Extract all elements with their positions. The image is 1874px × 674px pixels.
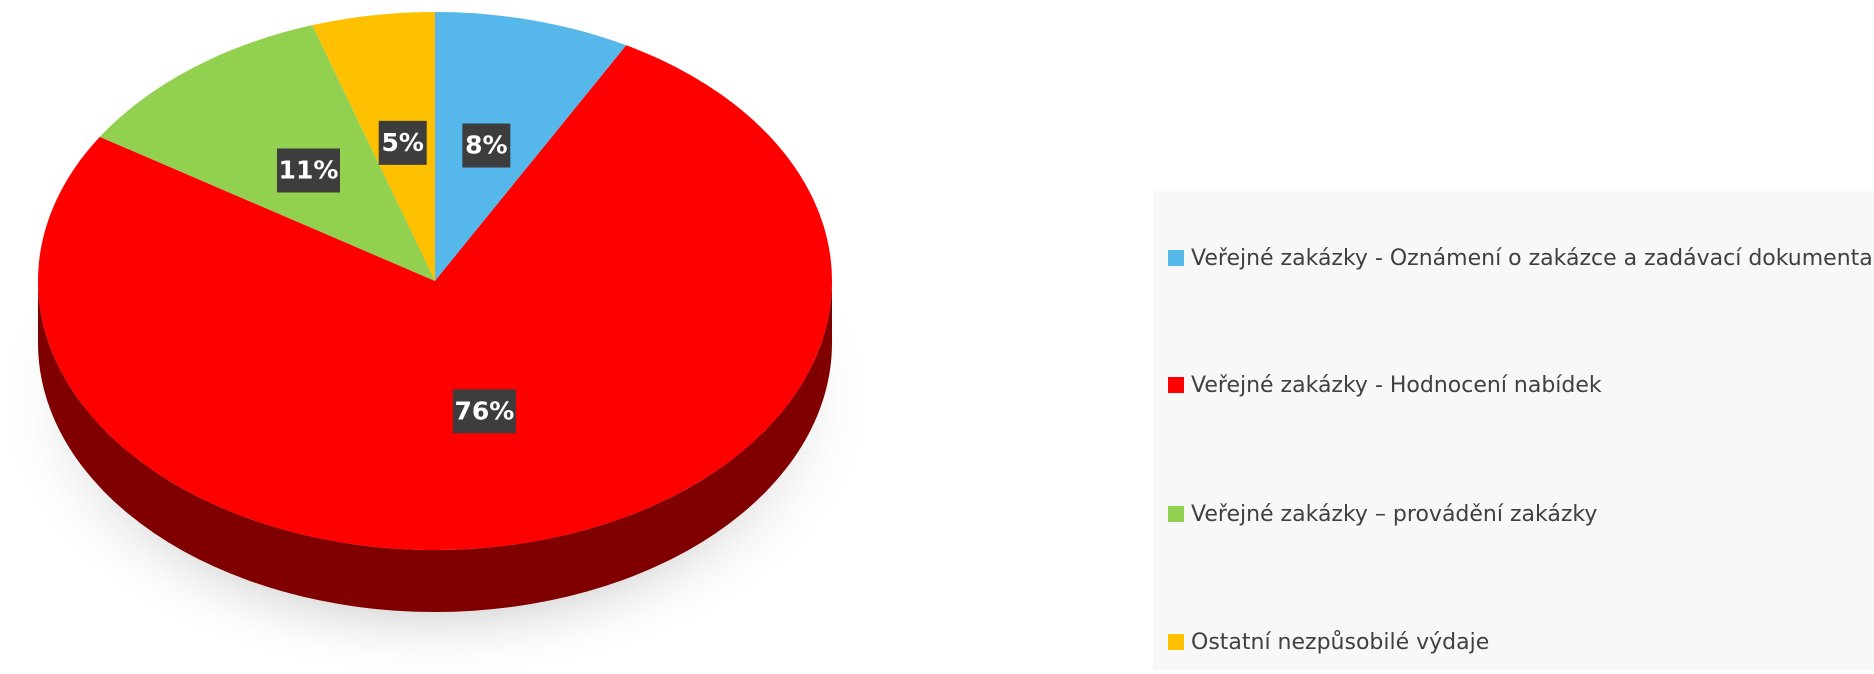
- data-label: 8%: [465, 131, 507, 160]
- pie-slice: [435, 12, 627, 281]
- data-label-box: [462, 123, 511, 168]
- pie-slice: [99, 25, 435, 281]
- data-label-box: [378, 120, 427, 165]
- data-label: 11%: [279, 155, 339, 184]
- legend-swatch: [1168, 634, 1184, 650]
- legend-label: Veřejné zakázky - Oznámení o zakázce a z…: [1191, 246, 1874, 271]
- pie-slice: [38, 45, 833, 551]
- legend-swatch: [1168, 377, 1184, 393]
- legend-swatch: [1168, 250, 1184, 266]
- data-label-box: [276, 148, 340, 193]
- data-label-box: [452, 389, 516, 434]
- legend-label: Veřejné zakázky – provádění zakázky: [1191, 502, 1597, 527]
- legend-box: [1153, 191, 1874, 670]
- legend-label: Veřejné zakázky - Hodnocení nabídek: [1191, 373, 1602, 398]
- data-label: 76%: [454, 396, 514, 425]
- legend-label: Ostatní nezpůsobilé výdaje: [1191, 630, 1489, 655]
- legend-swatch: [1168, 506, 1184, 522]
- data-label: 5%: [381, 128, 423, 157]
- pie-slice: [312, 12, 435, 281]
- pie-side: [38, 281, 832, 612]
